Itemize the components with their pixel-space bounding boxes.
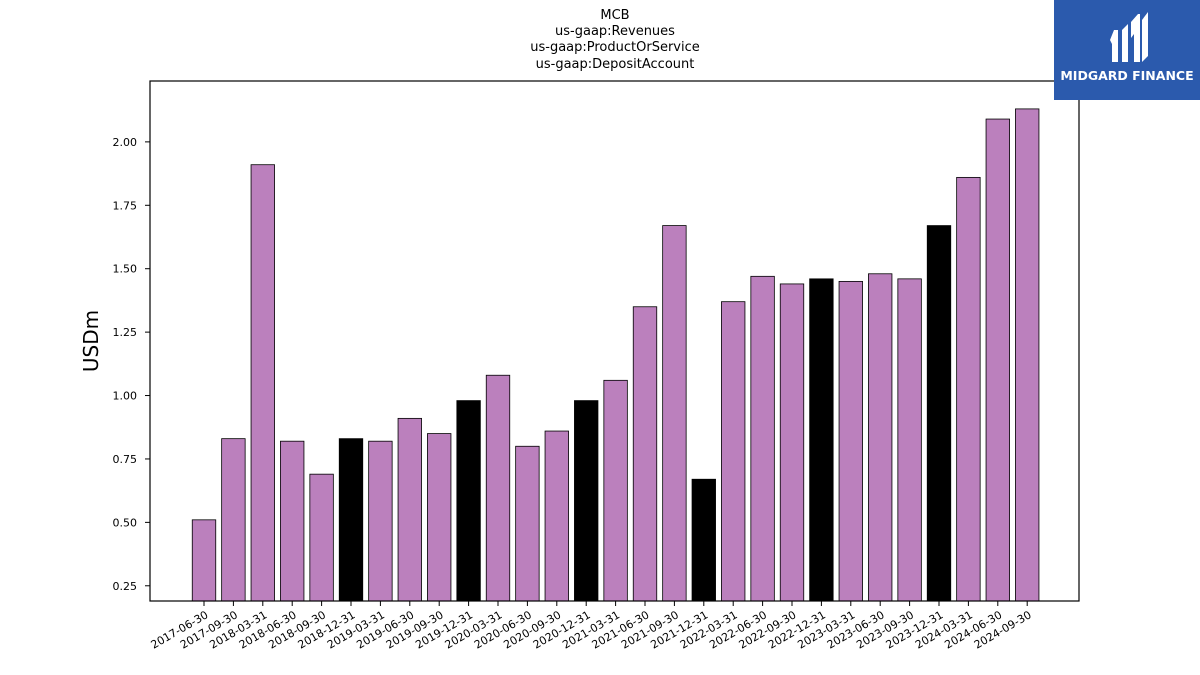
- x-axis: 2017-06-302017-09-302018-03-312018-06-30…: [149, 601, 1034, 652]
- bar-2024-09-30: [1015, 108, 1040, 602]
- bar-2018-03-31: [250, 164, 275, 602]
- y-tick-label: 0.50: [113, 516, 138, 529]
- bar-2022-12-31: [809, 278, 834, 602]
- chart-title-line-3: us-gaap:ProductOrService: [530, 40, 700, 55]
- y-tick-label: 1.75: [113, 199, 138, 212]
- y-axis: 0.25 0.50 0.75 1.00 1.25 1.50 1.75 2.00: [113, 136, 150, 593]
- bar-2018-09-30: [309, 473, 334, 602]
- bar-2020-03-31: [485, 374, 511, 602]
- y-tick-label: 2.00: [113, 136, 138, 149]
- bar-2021-12-31: [691, 478, 716, 602]
- y-axis-label: USDm: [79, 310, 103, 372]
- bar-2018-06-30: [280, 440, 305, 602]
- y-tick-label: 0.25: [113, 580, 138, 593]
- bar-2017-09-30: [221, 438, 246, 602]
- y-tick-label: 1.25: [113, 326, 138, 339]
- bar-2021-06-30: [632, 306, 658, 602]
- bar-2021-09-30: [662, 225, 687, 602]
- bar-2022-06-30: [750, 275, 775, 602]
- bar-2021-03-31: [603, 379, 628, 602]
- y-tick-label: 1.50: [113, 263, 138, 276]
- bar-2024-03-31: [956, 176, 981, 602]
- bar-2019-12-31: [456, 400, 481, 602]
- bar-2023-06-30: [868, 273, 893, 602]
- chart-title-line-4: us-gaap:DepositAccount: [535, 57, 695, 72]
- bar-2022-03-31: [721, 301, 746, 602]
- logo-text: MIDGARD FINANCE: [1060, 68, 1194, 83]
- chart-title-line-2: us-gaap:Revenues: [555, 24, 675, 39]
- y-tick-label: 0.75: [113, 453, 138, 466]
- bar-2019-03-31: [368, 440, 393, 602]
- bar-2017-06-30: [191, 519, 217, 602]
- bar-2023-03-31: [838, 280, 863, 602]
- bar-2020-12-31: [574, 400, 599, 602]
- chart-title-line-1: MCB: [600, 8, 630, 23]
- bar-2023-09-30: [897, 278, 922, 602]
- midgard-finance-logo: MIDGARD FINANCE: [1054, 0, 1200, 100]
- bar-2018-12-31: [338, 438, 364, 602]
- y-tick-label: 1.00: [113, 390, 138, 403]
- bars-group: [191, 108, 1040, 602]
- bar-2019-09-30: [427, 433, 452, 602]
- bar-2020-09-30: [544, 430, 569, 602]
- plot-frame: [149, 80, 1080, 602]
- bar-2019-06-30: [397, 417, 422, 602]
- bar-2022-09-30: [779, 283, 805, 602]
- bar-2023-12-31: [926, 225, 952, 602]
- bar-2020-06-30: [515, 445, 540, 602]
- bar-2024-06-30: [985, 118, 1010, 602]
- logo-mark-icon: [1110, 12, 1148, 62]
